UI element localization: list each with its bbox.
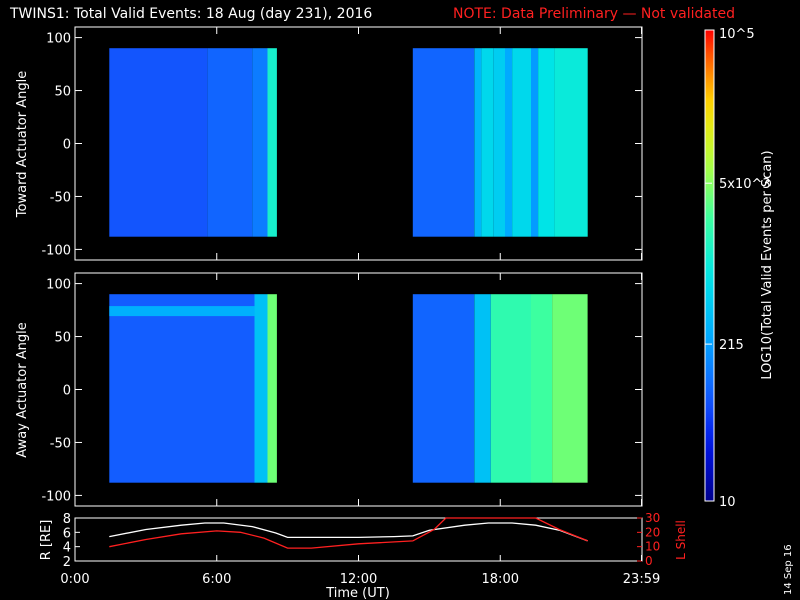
y-tick-label: 0 — [63, 138, 71, 153]
lshell-tick-label: 10 — [645, 540, 660, 554]
away-block1-col3 — [531, 294, 553, 483]
y-tick-label: -100 — [41, 243, 71, 258]
y-tick-label: 50 — [54, 85, 71, 100]
away-heatmap — [109, 294, 588, 483]
colorbar-label: LOG10(Total Valid Events per Scan) — [760, 150, 775, 379]
colorbar-ticks: 10 215 5x10^3 10^5 — [705, 27, 771, 510]
away-y-label: Away Actuator Angle — [15, 322, 30, 457]
lshell-tick-label: 30 — [645, 511, 660, 525]
colorbar-tick-label: 10^5 — [719, 27, 755, 42]
y-tick-label: 0 — [63, 384, 71, 399]
away-block1-col4 — [552, 294, 588, 483]
toward-block1-col0 — [412, 48, 475, 237]
toward-block0-col3 — [267, 48, 277, 237]
lshell-axis-label: L Shell — [674, 520, 688, 560]
toward-block1-col5 — [512, 48, 531, 237]
chart-title: TWINS1: Total Valid Events: 18 Aug (day … — [10, 6, 373, 22]
toward-block1-col7 — [538, 48, 555, 237]
toward-x-ticks — [74, 27, 643, 260]
away-x-ticks — [74, 273, 643, 506]
orbit-lines — [109, 517, 588, 549]
away-block0-col2 — [267, 294, 277, 483]
colorbar-gradient — [705, 30, 714, 501]
r-tick-label: 6 — [63, 526, 71, 541]
toward-block1-col8 — [554, 48, 588, 237]
toward-block0-col0 — [109, 48, 208, 237]
r-tick-label: 4 — [63, 541, 71, 556]
toward-block1-col4 — [505, 48, 513, 237]
toward-block1-col3 — [493, 48, 505, 237]
y-tick-label: -50 — [50, 190, 71, 205]
panel-away: 100 50 0 -50 -100 Away Actuator Angle — [15, 272, 643, 507]
toward-block1-col6 — [531, 48, 539, 237]
away-block1-col2 — [490, 294, 531, 483]
time-tick-label: 18:00 — [482, 572, 519, 587]
toward-block0-col2 — [252, 48, 268, 237]
time-tick-label: 0:00 — [60, 572, 89, 587]
away-block0-col1 — [254, 294, 268, 483]
title-row: TWINS1: Total Valid Events: 18 Aug (day … — [0, 6, 800, 24]
lshell-line — [109, 517, 588, 549]
y-tick-label: 100 — [46, 32, 71, 47]
toward-block1-col1 — [474, 48, 482, 237]
colorbar-tick-label: 5x10^3 — [719, 177, 771, 192]
toward-block1-col2 — [481, 48, 494, 237]
y-tick-label: 100 — [46, 278, 71, 293]
time-tick-label: 12:00 — [340, 572, 377, 587]
r-tick-label: 2 — [63, 555, 71, 570]
y-tick-label: -100 — [41, 489, 71, 504]
toward-y-ticks: 100 50 0 -50 -100 — [41, 32, 642, 258]
time-tick-label: 6:00 — [202, 572, 231, 587]
orbit-frame — [74, 517, 643, 562]
away-y-ticks: 100 50 0 -50 -100 — [41, 278, 642, 504]
y-tick-label: -50 — [50, 436, 71, 451]
colorbar-tick-label: 215 — [719, 338, 744, 353]
y-tick-label: 50 — [54, 331, 71, 346]
toward-heatmap — [109, 48, 588, 237]
r-tick-label: 8 — [63, 512, 71, 527]
lshell-tick-label: 0 — [645, 554, 653, 568]
time-tick-label: 23:59 — [623, 572, 660, 587]
away-block1-col0 — [412, 294, 475, 483]
colorbar: 10 215 5x10^3 10^5 LOG10(Total Valid Events… — [704, 27, 775, 510]
away-block0-col0 — [109, 294, 255, 483]
panel-toward: 100 50 0 -50 -100 Toward Actuator Angle — [15, 26, 643, 261]
preliminary-note: NOTE: Data Preliminary — Not validated — [453, 6, 735, 22]
colorbar-tick-label: 10 — [719, 495, 736, 510]
r-line — [109, 522, 588, 542]
away-band — [109, 306, 255, 317]
toward-block0-col1 — [207, 48, 253, 237]
toward-y-label: Toward Actuator Angle — [15, 71, 30, 218]
away-block1-col1 — [474, 294, 491, 483]
date-stamp: 14 Sep 16 — [783, 544, 794, 595]
lshell-tick-label: 20 — [645, 525, 660, 539]
time-axis-label: Time (UT) — [325, 586, 390, 600]
r-axis-label: R [RE] — [39, 520, 54, 561]
